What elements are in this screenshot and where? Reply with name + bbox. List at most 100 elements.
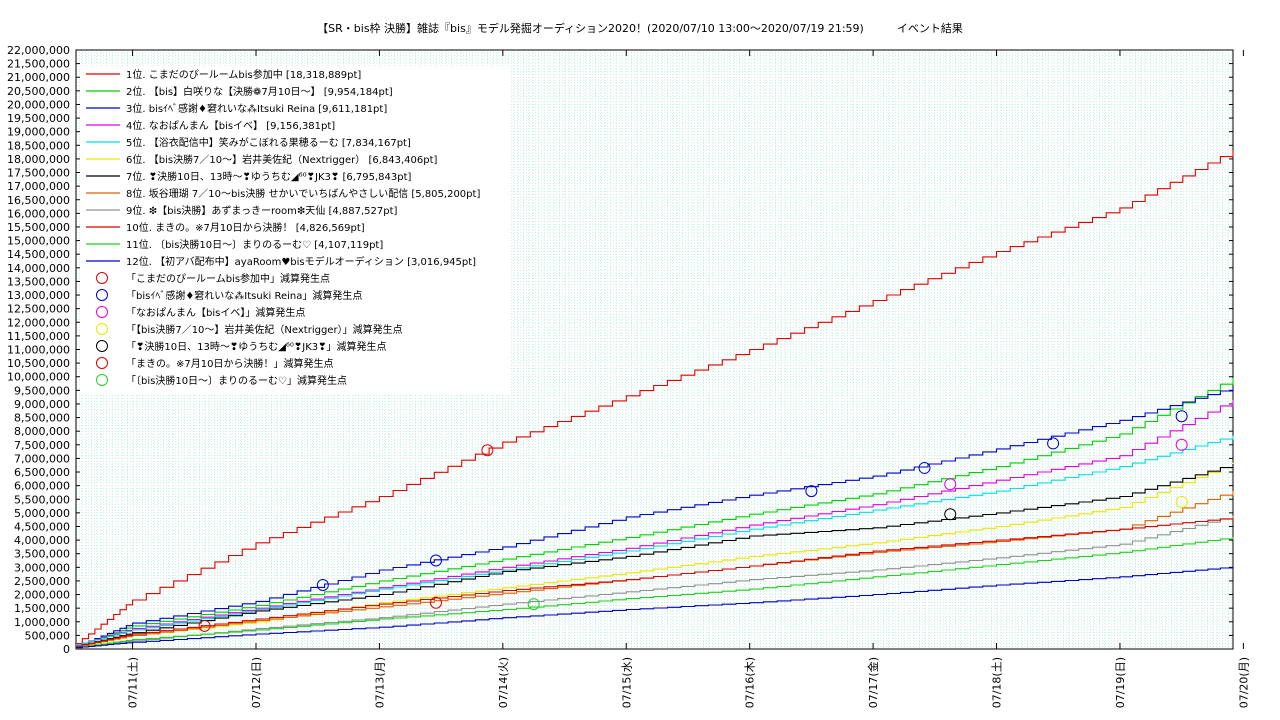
- legend-label: 3位. bisｲﾍﾞ感謝♦窘れいな⁂Itsuki Reina [9,611,18…: [126, 102, 387, 115]
- legend-label: 7位. ❣決勝10日、13時〜❣ゆうちむ◢⁶⁰❣JK3❣ [6,795,843p…: [126, 170, 412, 183]
- legend-marker: [96, 272, 108, 284]
- legend-marker: [96, 340, 108, 352]
- reduction-marker: [1175, 438, 1188, 451]
- y-tick-label: 21,000,000: [7, 71, 70, 84]
- x-tick-label: 07/14(火): [497, 657, 510, 708]
- legend-label: 2位. 【bis】白咲りな【決勝❁7月10日〜】 [9,954,184pt]: [126, 85, 393, 98]
- y-tick-label: 13,500,000: [7, 275, 70, 288]
- x-tick-label: 07/11(土): [127, 657, 140, 708]
- reduction-marker: [198, 619, 211, 632]
- series-line: [76, 464, 1234, 647]
- y-tick-label: 18,000,000: [7, 153, 70, 166]
- legend-label: 1位. こまだのぴールームbis参加中 [18,318,889pt]: [126, 68, 361, 81]
- legend-marker: [96, 323, 108, 335]
- series-line: [76, 150, 1234, 645]
- series-line: [76, 435, 1234, 646]
- y-tick-label: 15,500,000: [7, 221, 70, 234]
- reduction-marker: [481, 444, 494, 457]
- y-tick-label: 22,000,000: [7, 44, 70, 57]
- reduction-marker: [944, 478, 957, 491]
- y-tick-label: 9,000,000: [14, 398, 70, 411]
- y-tick-label: 9,500,000: [14, 384, 70, 397]
- legend-label: 12位. 【初アバ配布中】ayaRoom♥bisモデルオーディション [3,01…: [126, 255, 476, 268]
- reduction-marker: [1175, 410, 1188, 423]
- x-tick-label: 07/17(金): [866, 657, 880, 708]
- y-tick-label: 1,000,000: [14, 616, 70, 629]
- y-tick-label: 4,000,000: [14, 534, 70, 547]
- series-line: [76, 399, 1234, 646]
- legend-label: 「〔bis決勝10日〜〕まりのるーむ♡」減算発生点: [126, 374, 347, 387]
- legend-label: 「こまだのぴールームbis参加中」減算発生点: [126, 272, 330, 285]
- y-tick-label: 500,000: [25, 629, 71, 642]
- legend-label: 「まきの。※7月10日から決勝！」減算発生点: [126, 357, 333, 370]
- x-tick-label: 07/12(日): [250, 657, 263, 708]
- y-tick-label: 20,000,000: [7, 98, 70, 111]
- legend-label: 10位. まきの。※7月10日から決勝！ [4,826,569pt]: [126, 221, 365, 234]
- reduction-marker: [1175, 495, 1188, 508]
- legend-label: 「なおぱんまん【bisイベ】」減算発生点: [126, 306, 305, 319]
- legend-marker: [96, 306, 108, 318]
- legend-label: 4位. なおぱんまん【bisイベ】 [9,156,381pt]: [126, 119, 335, 132]
- legend-marker: [96, 357, 108, 369]
- y-tick-label: 10,000,000: [7, 371, 70, 384]
- reduction-marker: [1047, 437, 1060, 450]
- legend-background: [80, 66, 510, 395]
- series-line: [76, 462, 1234, 649]
- y-tick-label: 6,000,000: [14, 480, 70, 493]
- x-tick-label: 07/20(月): [1237, 657, 1250, 708]
- legend-marker: [96, 374, 108, 386]
- y-tick-label: 5,500,000: [14, 493, 70, 506]
- y-tick-label: 4,500,000: [14, 520, 70, 533]
- y-tick-label: 10,500,000: [7, 357, 70, 370]
- y-tick-label: 17,500,000: [7, 167, 70, 180]
- reduction-marker: [805, 485, 818, 498]
- legend-label: 「❣決勝10日、13時〜❣ゆうちむ◢⁶⁰❣JK3❣」減算発生点: [126, 340, 387, 353]
- y-tick-label: 18,500,000: [7, 139, 70, 152]
- series-line: [76, 517, 1234, 647]
- y-tick-label: 2,000,000: [14, 589, 70, 602]
- y-tick-label: 1,500,000: [14, 602, 70, 615]
- y-tick-label: 0: [63, 643, 70, 656]
- y-tick-label: 19,000,000: [7, 126, 70, 139]
- series-line: [76, 387, 1234, 647]
- reduction-marker: [527, 598, 540, 611]
- y-tick-label: 11,500,000: [7, 330, 70, 343]
- y-tick-label: 12,000,000: [7, 316, 70, 329]
- chart-title: 【SR・bis枠 決勝】雑誌『bis』モデル発掘オーディション2020！(202…: [317, 22, 963, 35]
- reduction-marker: [316, 579, 329, 592]
- y-tick-label: 20,500,000: [7, 85, 70, 98]
- y-tick-label: 8,000,000: [14, 425, 70, 438]
- y-tick-label: 5,000,000: [14, 507, 70, 520]
- y-tick-label: 19,500,000: [7, 112, 70, 125]
- y-tick-label: 2,500,000: [14, 575, 70, 588]
- reduction-marker: [429, 596, 442, 609]
- series-line: [76, 378, 1234, 647]
- legend-marker: [96, 289, 108, 301]
- legend-label: 9位. ❇【bis決勝】あずまっきーroom❇天仙 [4,887,527pt]: [126, 204, 398, 217]
- y-tick-label: 11,000,000: [7, 344, 70, 357]
- legend-label: 「【bis決勝7／10〜】岩井美佐紀（Nextrigger）」減算発生点: [126, 323, 403, 336]
- series-line: [76, 537, 1234, 649]
- legend-label: 「bisｲﾍﾞ感謝♦窘れいな⁂Itsuki Reina」減算発生点: [126, 289, 362, 302]
- y-tick-label: 14,000,000: [7, 262, 70, 275]
- x-tick-label: 07/15(水): [620, 657, 633, 708]
- y-tick-label: 3,500,000: [14, 548, 70, 561]
- legend-label: 11位. 〔bis決勝10日〜〕まりのるーむ♡ [4,107,119pt]: [126, 238, 383, 251]
- y-tick-label: 16,500,000: [7, 194, 70, 207]
- reduction-marker: [918, 461, 931, 474]
- reduction-marker: [944, 508, 957, 521]
- x-tick-label: 07/16(木): [744, 657, 757, 708]
- y-tick-label: 21,500,000: [7, 58, 70, 71]
- y-tick-label: 6,500,000: [14, 466, 70, 479]
- y-tick-label: 13,000,000: [7, 289, 70, 302]
- x-tick-label: 07/19(日): [1114, 657, 1127, 708]
- x-tick-label: 07/18(土): [991, 657, 1004, 708]
- y-tick-label: 7,500,000: [14, 439, 70, 452]
- y-tick-label: 15,000,000: [7, 235, 70, 248]
- legend-label: 6位. 【bis決勝7／10〜】岩井美佐紀（Nextrigger） [6,843…: [126, 153, 438, 166]
- y-tick-label: 3,000,000: [14, 561, 70, 574]
- series-line: [76, 566, 1234, 649]
- legend-label: 8位. 坂谷珊瑚 7／10〜bis決勝 せかいでいちばんやさしい配信 [5,80…: [126, 187, 480, 200]
- x-tick-label: 07/13(月): [373, 657, 386, 708]
